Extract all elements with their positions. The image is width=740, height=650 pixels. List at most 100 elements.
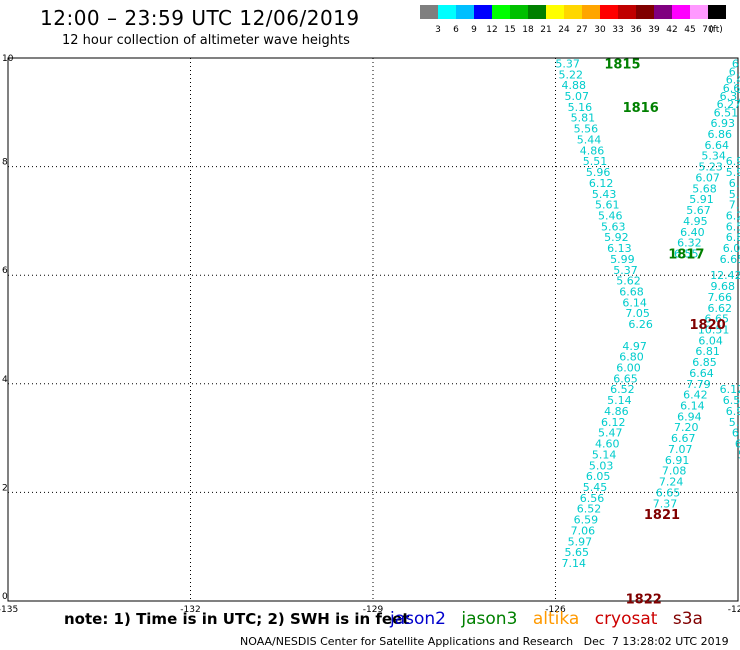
wave-height-point: 6.91	[665, 454, 690, 467]
wave-height-point: 6.86	[708, 128, 733, 141]
wave-height-point: 7.07	[668, 443, 693, 456]
colorbar-swatch	[600, 5, 618, 19]
wave-height-point: 6.64	[689, 367, 714, 380]
colorbar-unit: (ft)	[709, 25, 723, 35]
wave-height-point: 6.59	[574, 514, 599, 527]
wave-height-point: 7.06	[729, 199, 740, 212]
y-tick-label: 2	[2, 483, 8, 493]
wave-height-point: 4.97	[622, 340, 647, 353]
colorbar-label: 3	[435, 25, 441, 35]
colorbar-swatch	[654, 5, 672, 19]
track-time-label: 1820	[689, 318, 725, 333]
wave-height-point: 5.34	[701, 150, 726, 163]
wave-height-point: 5.46	[598, 209, 623, 222]
wave-height-point: 6.42	[683, 389, 708, 402]
wave-height-point: 6.05	[586, 470, 611, 483]
colorbar-swatch	[546, 5, 564, 19]
track-time-label: 1821	[644, 508, 680, 523]
wave-height-point: 6.94	[677, 410, 702, 423]
track-time-label: 1822	[626, 592, 662, 607]
wave-height-point: 5.61	[595, 199, 620, 212]
footer-credit: NOAA/NESDIS Center for Satellite Applica…	[240, 635, 729, 648]
wave-height-point: 6.51	[714, 106, 739, 119]
wave-height-point: 6.32	[677, 237, 702, 250]
colorbar-swatch	[582, 5, 600, 19]
wave-height-point: 5.99	[610, 253, 635, 266]
wave-height-point: 5.93	[726, 166, 740, 179]
wave-height-point: 6.85	[692, 356, 717, 369]
colorbar: 3 6 9 12 15 18 21 24 27 30 33 36 39 42 45 70(ft)	[420, 5, 726, 35]
wave-height-point: 6.87	[726, 231, 740, 244]
wave-height-point: 6.80	[619, 351, 644, 364]
wave-height-point: 5.37	[613, 264, 638, 277]
wave-height-point: 5.14	[592, 448, 617, 461]
wave-height-point: 5.67	[686, 204, 711, 217]
wave-height-point: 6.59	[726, 220, 740, 233]
colorbar-label: 33	[612, 25, 623, 35]
wave-height-point: 12.42	[710, 269, 740, 282]
x-tick-label: -126	[545, 605, 566, 615]
y-tick-label: 0	[2, 592, 8, 602]
wave-height-point: 7.20	[674, 421, 699, 434]
wave-height-point: 5.43	[592, 188, 617, 201]
wave-height-point: 5.68	[729, 188, 740, 201]
wave-height-point: 5.98	[738, 448, 740, 461]
wave-height-point: 6.53	[723, 394, 740, 407]
wave-height-point: 6.24	[726, 209, 740, 222]
colorbar-swatch	[528, 5, 546, 19]
colorbar-swatch	[690, 5, 708, 19]
wave-height-point: 6.52	[610, 383, 635, 396]
wave-height-point: 6.65	[656, 486, 681, 499]
colorbar-label: 36	[630, 25, 642, 35]
wave-height-point: 6.44	[726, 74, 740, 87]
x-tick-label: -132	[180, 605, 200, 615]
wave-height-point: 6.62	[708, 302, 733, 315]
wave-height-point: 5.65	[565, 546, 590, 559]
wave-height-point: 7.06	[571, 524, 596, 537]
wave-height-point: 7.14	[562, 557, 587, 570]
wave-height-point: 5.51	[583, 155, 608, 168]
wave-height-point: 5.56	[574, 123, 599, 136]
wave-height-point: 5.63	[601, 220, 626, 233]
wave-height-point: 5.16	[568, 101, 593, 114]
wave-height-point: 5.14	[607, 394, 632, 407]
wave-height-point: 5.62	[616, 275, 641, 288]
note-text: note: 1) Time is in UTC; 2) SWH is in fe…	[64, 610, 410, 628]
colorbar-label: 12	[486, 25, 497, 35]
colorbar-label: 30	[594, 25, 606, 35]
colorbar-swatch	[474, 5, 492, 19]
wave-height-point: 7.24	[659, 476, 684, 489]
colorbar-swatch	[636, 5, 654, 19]
wave-height-point: 5.68	[692, 182, 717, 195]
wave-height-point: 5.07	[565, 90, 590, 103]
wave-height-point: 5.22	[558, 68, 583, 81]
wave-height-point: 6.40	[729, 66, 740, 79]
colorbar-label: 70	[702, 25, 714, 35]
wave-height-point: 5.81	[571, 112, 596, 125]
wave-height-point: 6.68	[619, 285, 644, 298]
colorbar-label: 42	[666, 25, 677, 35]
wave-height-point: 6.21	[732, 427, 740, 440]
wave-height-point: 5.19	[729, 416, 740, 429]
colorbar-swatch	[420, 5, 438, 19]
colorbar-swatch	[510, 5, 528, 19]
wave-height-point: 6.28	[729, 177, 740, 190]
track-time-label: 1815	[604, 57, 640, 72]
wave-height-point: 7.66	[708, 291, 733, 304]
wave-height-point: 7.05	[625, 307, 650, 320]
wave-height-point: 6.91	[726, 405, 740, 418]
wave-height-point: 6.64	[704, 139, 729, 152]
wave-height-point: 5.47	[598, 427, 623, 440]
wave-height-point: 4.86	[604, 405, 629, 418]
colorbar-label: 21	[540, 25, 551, 35]
wave-height-point: 6.37	[720, 90, 740, 103]
colorbar-label: 9	[471, 25, 477, 35]
wave-height-point: 6.52	[577, 503, 602, 516]
wave-height-point: 5.97	[568, 535, 593, 548]
wave-height-point: 6.65	[613, 372, 638, 385]
wave-height-point: 6.93	[711, 117, 736, 130]
wave-height-point: 6.26	[628, 318, 653, 331]
wave-height-point: 7.79	[686, 378, 711, 391]
y-tick-label: 6	[2, 266, 8, 276]
